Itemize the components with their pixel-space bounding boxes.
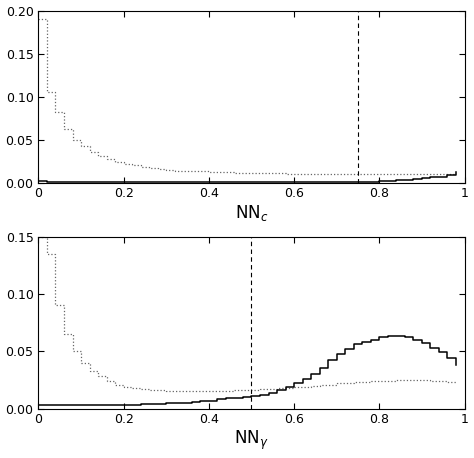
X-axis label: NN$_{\gamma}$: NN$_{\gamma}$ — [234, 429, 269, 453]
X-axis label: NN$_c$: NN$_c$ — [235, 203, 268, 223]
